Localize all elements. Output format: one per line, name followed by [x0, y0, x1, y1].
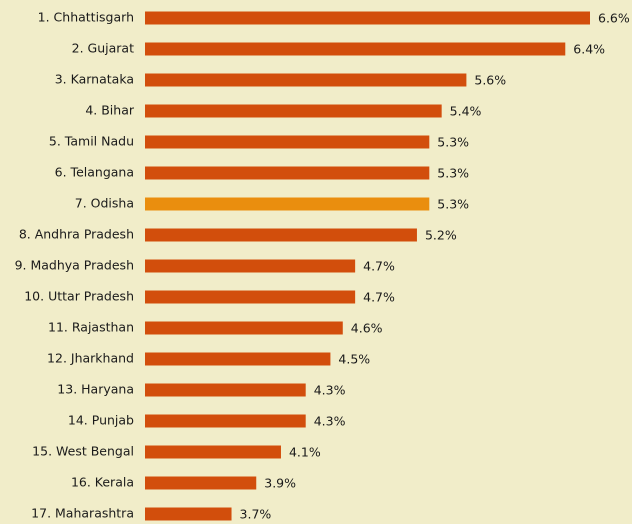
- value-label: 5.2%: [425, 228, 457, 243]
- bar: [145, 507, 232, 521]
- category-label: 17. Maharashtra: [31, 506, 134, 521]
- category-label: 9. Madhya Pradesh: [15, 258, 134, 273]
- value-label: 3.9%: [264, 476, 296, 491]
- value-label: 5.3%: [437, 197, 469, 212]
- value-label: 4.6%: [351, 321, 383, 336]
- category-label: 10. Uttar Pradesh: [24, 289, 134, 304]
- category-label: 1. Chhattisgarh: [38, 10, 134, 25]
- category-label: 8. Andhra Pradesh: [19, 227, 134, 242]
- category-label: 7. Odisha: [75, 196, 134, 211]
- value-label: 5.3%: [437, 166, 469, 181]
- category-label: 13. Haryana: [57, 382, 134, 397]
- bar: [145, 73, 467, 87]
- value-label: 4.7%: [363, 290, 395, 305]
- category-label: 5. Tamil Nadu: [49, 134, 134, 149]
- bar: [145, 228, 417, 242]
- value-label: 4.5%: [338, 352, 370, 367]
- value-label: 6.4%: [573, 42, 605, 57]
- category-label: 4. Bihar: [85, 103, 135, 118]
- value-label: 4.3%: [314, 383, 346, 398]
- bar: [145, 414, 306, 428]
- bar: [145, 11, 590, 25]
- category-label: 6. Telangana: [55, 165, 134, 180]
- category-label: 12. Jharkhand: [47, 351, 134, 366]
- bar: [145, 135, 430, 149]
- bar: [145, 259, 356, 273]
- category-label: 16. Kerala: [71, 475, 134, 490]
- category-label: 15. West Bengal: [32, 444, 134, 459]
- value-label: 4.3%: [314, 414, 346, 429]
- value-label: 5.6%: [474, 73, 506, 88]
- bar: [145, 104, 442, 118]
- value-label: 3.7%: [240, 507, 272, 522]
- value-label: 5.4%: [450, 104, 482, 119]
- category-label: 14. Punjab: [68, 413, 134, 428]
- category-label: 2. Gujarat: [72, 41, 134, 56]
- bar: [145, 197, 430, 211]
- value-label: 6.6%: [598, 11, 630, 26]
- category-label: 11. Rajasthan: [48, 320, 134, 335]
- value-label: 5.3%: [437, 135, 469, 150]
- category-label: 3. Karnataka: [55, 72, 134, 87]
- bar: [145, 42, 566, 56]
- bar: [145, 166, 430, 180]
- bar: [145, 383, 306, 397]
- bar: [145, 321, 343, 335]
- bar: [145, 290, 356, 304]
- bar: [145, 352, 331, 366]
- value-label: 4.1%: [289, 445, 321, 460]
- bar: [145, 476, 257, 490]
- bar: [145, 445, 281, 459]
- value-label: 4.7%: [363, 259, 395, 274]
